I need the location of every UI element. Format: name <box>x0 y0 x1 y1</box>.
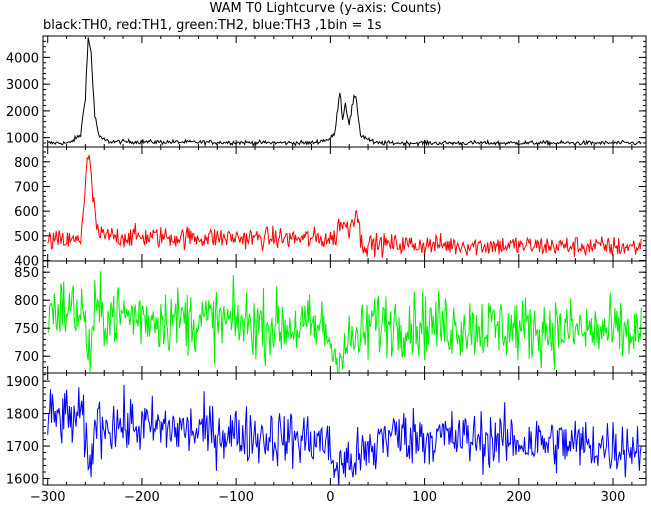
series-line-th0 <box>47 37 642 147</box>
series-line-th3 <box>47 384 642 485</box>
y-tick-label: 1000 <box>6 132 39 147</box>
y-tick-label: 850 <box>14 266 39 281</box>
series-line-th2 <box>47 271 642 373</box>
x-tick-label: −200 <box>124 490 160 505</box>
y-tick-label: 800 <box>14 294 39 309</box>
y-tick-label: 500 <box>14 230 39 245</box>
panel-th3: 1600 1700 1800 1900 <box>6 372 647 488</box>
chart-subtitle: black:TH0, red:TH1, green:TH2, blue:TH3 … <box>43 18 382 33</box>
panel-frame <box>42 372 647 486</box>
chart-title: WAM T0 Lightcurve (y-axis: Counts) <box>209 1 442 16</box>
y-tick-label: 750 <box>14 322 39 337</box>
panel-frame <box>42 146 647 262</box>
panel-th2: 700 750 800 850 <box>14 260 647 374</box>
x-axis: −300 −200 −100 0 100 200 300 <box>30 490 626 505</box>
panel-th0: 1000 2000 3000 4000 <box>6 35 647 148</box>
panel-frame <box>42 35 647 148</box>
y-tick-label: 1800 <box>6 408 39 423</box>
y-tick-label: 800 <box>14 156 39 171</box>
x-tick-label: 200 <box>506 490 531 505</box>
y-tick-label: 2000 <box>6 105 39 120</box>
y-tick-label: 1600 <box>6 473 39 488</box>
y-tick-label: 4000 <box>6 51 39 66</box>
x-tick-label: −100 <box>218 490 254 505</box>
x-tick-label: 0 <box>326 490 334 505</box>
x-tick-label: −300 <box>30 490 66 505</box>
y-tick-label: 700 <box>14 350 39 365</box>
panels-group: 1000 2000 3000 4000 400 500 600 700 800 700 750 800… <box>6 35 647 488</box>
y-tick-label: 600 <box>14 205 39 220</box>
x-tick-label: 300 <box>601 490 626 505</box>
y-tick-label: 1900 <box>6 375 39 390</box>
panel-th1: 400 500 600 700 800 <box>14 146 647 270</box>
y-tick-label: 1700 <box>6 440 39 455</box>
y-tick-label: 3000 <box>6 78 39 93</box>
y-tick-label: 700 <box>14 180 39 195</box>
series-line-th1 <box>47 154 642 258</box>
y-tick-label: 400 <box>14 255 39 270</box>
x-tick-label: 100 <box>412 490 437 505</box>
